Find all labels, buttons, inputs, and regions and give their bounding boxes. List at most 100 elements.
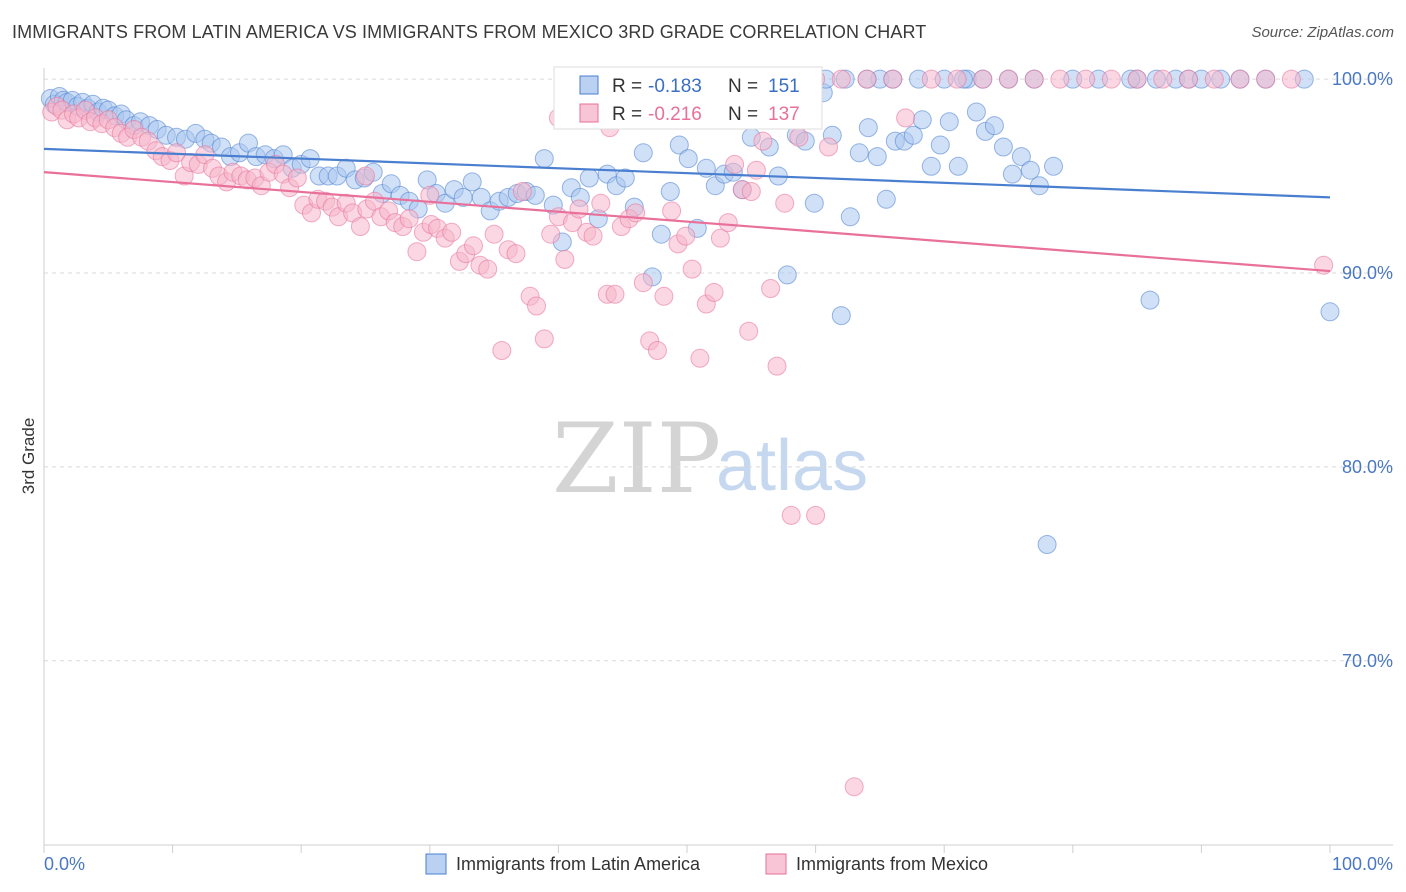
axes xyxy=(43,68,1393,853)
stats-n-value-pink: 137 xyxy=(768,104,800,125)
point-latin-america xyxy=(867,147,887,167)
point-latin-america xyxy=(912,110,932,130)
point-mexico xyxy=(484,224,504,244)
point-latin-america xyxy=(930,135,950,155)
point-mexico xyxy=(569,199,589,219)
point-mexico xyxy=(555,249,575,269)
watermark-atlas: atlas xyxy=(716,426,868,506)
point-mexico xyxy=(690,348,710,368)
stats-r-value-pink: -0.216 xyxy=(648,104,702,125)
point-latin-america xyxy=(1020,160,1040,180)
point-mexico xyxy=(883,69,903,89)
x-tick-label-min: 0.0% xyxy=(44,854,85,874)
y-tick-label: 80.0% xyxy=(1342,457,1393,477)
point-latin-america xyxy=(858,118,878,138)
point-mexico xyxy=(420,185,440,205)
point-latin-america xyxy=(921,156,941,176)
point-mexico xyxy=(356,166,375,186)
point-mexico xyxy=(492,341,512,360)
point-mexico xyxy=(1179,69,1198,89)
stats-swatch-pink xyxy=(579,103,599,123)
point-mexico xyxy=(464,236,483,256)
point-latin-america xyxy=(462,172,482,192)
point-mexico xyxy=(1024,69,1044,89)
point-mexico xyxy=(287,168,307,188)
source-credit: Source: ZipAtlas.com xyxy=(1251,24,1394,41)
point-mexico xyxy=(844,777,864,797)
point-latin-america xyxy=(1320,302,1340,322)
y-tick-label: 90.0% xyxy=(1342,263,1393,283)
y-tick-label: 70.0% xyxy=(1342,651,1393,671)
point-mexico xyxy=(1204,69,1224,89)
point-mexico xyxy=(999,69,1018,89)
point-latin-america xyxy=(831,306,851,326)
watermark-zip: ZIP xyxy=(552,403,721,515)
point-mexico xyxy=(718,213,738,233)
stats-n-value-blue: 151 xyxy=(768,76,800,97)
legend-swatch-pink xyxy=(765,853,787,875)
point-latin-america xyxy=(1037,535,1057,554)
point-mexico xyxy=(857,69,877,89)
point-mexico xyxy=(1076,69,1096,89)
point-latin-america xyxy=(993,137,1013,157)
stats-n-label-pink: N = xyxy=(728,104,758,125)
point-latin-america xyxy=(1044,156,1063,176)
point-mexico xyxy=(512,182,532,201)
stats-swatch-blue xyxy=(579,75,599,95)
point-mexico xyxy=(921,69,941,89)
point-mexico xyxy=(633,273,653,293)
point-mexico xyxy=(654,286,674,306)
point-mexico xyxy=(789,127,809,147)
point-mexico xyxy=(478,259,498,279)
point-latin-america xyxy=(840,207,860,227)
point-mexico xyxy=(819,137,838,157)
point-mexico xyxy=(739,321,759,341)
chart-title: IMMIGRANTS FROM LATIN AMERICA VS IMMIGRA… xyxy=(12,22,927,42)
point-mexico xyxy=(704,282,724,302)
point-latin-america xyxy=(633,143,653,163)
point-mexico xyxy=(741,182,761,201)
point-mexico xyxy=(1101,69,1121,89)
point-mexico xyxy=(583,226,603,246)
trend-lines xyxy=(43,147,1331,273)
point-latin-america xyxy=(939,112,959,132)
point-latin-america xyxy=(615,168,635,188)
point-mexico xyxy=(605,284,625,304)
point-mexico xyxy=(541,224,561,244)
point-latin-america xyxy=(579,168,599,188)
point-mexico xyxy=(1281,69,1301,89)
stats-box: R = -0.183 N = 151 R = -0.216 N = 137 xyxy=(553,66,823,130)
point-mexico xyxy=(761,279,781,298)
point-latin-america xyxy=(660,182,680,201)
point-mexico xyxy=(1256,69,1276,89)
point-latin-america xyxy=(534,149,554,169)
point-latin-america xyxy=(849,143,869,163)
legend-label-pink: Immigrants from Mexico xyxy=(796,854,988,874)
point-mexico xyxy=(350,217,370,236)
point-mexico xyxy=(725,154,745,174)
point-mexico xyxy=(973,69,993,89)
point-latin-america xyxy=(1011,147,1031,167)
point-mexico xyxy=(947,69,967,89)
point-mexico xyxy=(1230,69,1250,89)
data-points xyxy=(40,69,1340,797)
point-mexico xyxy=(1050,69,1070,89)
point-mexico xyxy=(775,193,795,213)
point-mexico xyxy=(506,244,526,264)
point-mexico xyxy=(781,505,801,525)
point-mexico xyxy=(1127,69,1147,89)
point-latin-america xyxy=(777,265,797,285)
legend: Immigrants from Latin America Immigrants… xyxy=(425,853,988,875)
y-axis-title: 3rd Grade xyxy=(19,418,38,495)
point-mexico xyxy=(753,131,773,151)
stats-r-value-blue: -0.183 xyxy=(648,76,702,97)
point-mexico xyxy=(896,108,916,128)
point-mexico xyxy=(710,228,730,248)
point-mexico xyxy=(676,226,696,246)
point-latin-america xyxy=(804,193,824,213)
point-latin-america xyxy=(876,189,896,209)
trend-line-latin-america xyxy=(43,147,1331,199)
point-latin-america xyxy=(984,116,1004,136)
stats-r-label-pink: R = xyxy=(612,104,642,125)
